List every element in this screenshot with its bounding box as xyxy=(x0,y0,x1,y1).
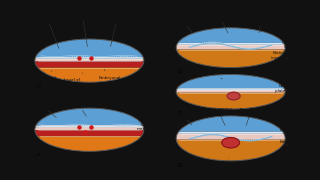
Polygon shape xyxy=(177,75,284,88)
Circle shape xyxy=(222,138,239,148)
Text: Level of
section D, F, G: Level of section D, F, G xyxy=(57,73,86,87)
Polygon shape xyxy=(179,116,283,132)
Polygon shape xyxy=(178,28,284,43)
Text: Notochord: Notochord xyxy=(213,158,234,167)
Text: G: G xyxy=(178,163,182,168)
Text: Embryonic
ectoderm: Embryonic ectoderm xyxy=(168,12,192,33)
Text: Paraxial
mesoderm: Paraxial mesoderm xyxy=(280,124,302,132)
Text: Lateral
mesoderm: Lateral mesoderm xyxy=(171,156,196,169)
Text: Cloacal
membrane: Cloacal membrane xyxy=(137,123,160,131)
Text: Notochordal plate
incorporated in the
embryonic endoderm: Notochordal plate incorporated in the em… xyxy=(269,51,313,65)
Circle shape xyxy=(227,92,240,100)
Text: Primitive streak: Primitive streak xyxy=(101,15,133,47)
Text: Intermediate
mesoderm: Intermediate mesoderm xyxy=(166,106,192,125)
Polygon shape xyxy=(35,125,143,127)
Polygon shape xyxy=(35,59,144,62)
Text: Oropharyngeal
membrane: Oropharyngeal membrane xyxy=(25,71,56,85)
Text: Embryonal
endoderm: Embryonal endoderm xyxy=(99,69,121,85)
Text: Notochordal
plate detaching: Notochordal plate detaching xyxy=(275,84,307,93)
Polygon shape xyxy=(176,50,285,68)
Polygon shape xyxy=(176,88,285,90)
Text: Neurenteric canal: Neurenteric canal xyxy=(60,101,96,116)
Text: Neural plate: Neural plate xyxy=(34,15,59,49)
Polygon shape xyxy=(35,127,144,130)
Polygon shape xyxy=(177,132,284,134)
Polygon shape xyxy=(36,39,143,57)
Text: Neural groove: Neural groove xyxy=(196,70,225,79)
Text: Notochord: Notochord xyxy=(30,103,56,118)
Polygon shape xyxy=(35,62,144,68)
Text: D: D xyxy=(178,69,182,74)
Text: Neurenteric canal (groove): Neurenteric canal (groove) xyxy=(54,11,109,47)
Text: Intraembryonic
mesoderm: Intraembryonic mesoderm xyxy=(246,12,277,33)
Polygon shape xyxy=(176,45,285,50)
Polygon shape xyxy=(35,57,144,59)
Polygon shape xyxy=(37,136,141,151)
Polygon shape xyxy=(177,43,284,45)
Polygon shape xyxy=(176,93,285,109)
Text: Neural groove: Neural groove xyxy=(203,107,232,125)
Text: Neural groove: Neural groove xyxy=(204,13,233,33)
Text: C: C xyxy=(36,84,41,89)
Polygon shape xyxy=(176,134,285,140)
Text: Embryonic
endoderm: Embryonic endoderm xyxy=(280,140,302,149)
Polygon shape xyxy=(35,130,144,136)
Text: Neural fold: Neural fold xyxy=(240,108,262,125)
Text: Umbilical
vesicle: Umbilical vesicle xyxy=(282,41,300,49)
Polygon shape xyxy=(36,108,143,125)
Text: E: E xyxy=(178,111,182,116)
Text: F: F xyxy=(36,153,40,158)
Polygon shape xyxy=(176,140,285,161)
Polygon shape xyxy=(176,90,285,93)
Polygon shape xyxy=(38,68,141,82)
